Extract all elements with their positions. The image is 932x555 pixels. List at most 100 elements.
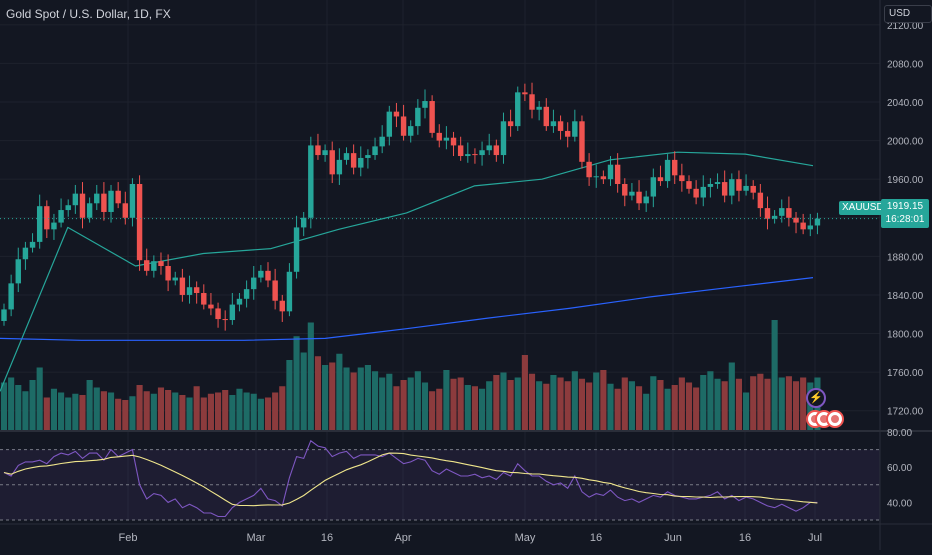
volume-bar	[65, 398, 71, 431]
candle-body	[736, 179, 741, 191]
volume-bar	[750, 376, 756, 430]
candle-body	[479, 150, 484, 155]
candle-body	[358, 158, 363, 168]
event-icon[interactable]	[826, 410, 844, 428]
candle-body	[180, 278, 185, 295]
price-tag: 1919.15 16:28:01	[881, 199, 929, 228]
volume-bar	[94, 388, 100, 431]
volume-bar	[365, 365, 371, 430]
volume-bar	[393, 386, 399, 430]
volume-bar	[44, 398, 50, 431]
volume-bar	[772, 320, 778, 430]
candle-body	[751, 186, 756, 193]
volume-bar	[179, 395, 185, 430]
candle-body	[665, 160, 670, 181]
candle-body	[729, 179, 734, 195]
volume-bar	[351, 373, 357, 431]
volume-bar	[443, 370, 449, 430]
price-axis-label: 1760.00	[887, 368, 924, 379]
candle-body	[58, 210, 63, 223]
volume-bar	[229, 395, 235, 430]
volume-bar	[429, 391, 435, 430]
candle-body	[458, 145, 463, 156]
volume-bar	[622, 378, 628, 431]
candle-body	[758, 193, 763, 208]
candle-body	[529, 94, 534, 109]
volume-bar	[379, 378, 385, 431]
candle-body	[315, 145, 320, 155]
volume-bar	[686, 383, 692, 431]
volume-bar	[186, 398, 192, 431]
volume-bar	[265, 398, 271, 431]
volume-bar	[458, 378, 464, 431]
candle-body	[165, 266, 170, 280]
volume-bar	[615, 389, 621, 430]
candle-body	[308, 145, 313, 217]
candle-body	[230, 305, 235, 320]
volume-bar	[543, 384, 549, 430]
volume-bar	[800, 378, 806, 431]
volume-bar	[58, 393, 64, 431]
candle-body	[215, 308, 220, 319]
volume-bar	[629, 381, 635, 430]
volume-bar	[636, 386, 642, 430]
price-axis-label: 1720.00	[887, 407, 924, 418]
candle-body	[365, 155, 370, 158]
volume-bar	[222, 390, 228, 430]
volume-bar	[793, 381, 799, 430]
candle-body	[101, 194, 106, 212]
candle-body	[679, 175, 684, 181]
candle-body	[636, 192, 641, 204]
candle-body	[208, 305, 213, 309]
candle-body	[23, 248, 28, 260]
candle-body	[108, 191, 113, 212]
candle-body	[658, 177, 663, 181]
rsi-axis-label: 40.00	[887, 498, 912, 509]
candle-body	[294, 227, 299, 271]
currency-selector[interactable]: USD	[884, 5, 932, 23]
volume-bar	[329, 363, 335, 431]
candle-body	[394, 112, 399, 117]
candle-body	[37, 206, 42, 242]
volume-bar	[757, 374, 763, 430]
volume-bar	[401, 380, 407, 430]
candle-body	[8, 283, 13, 309]
candle-body	[158, 261, 163, 266]
candle-body	[686, 181, 691, 189]
candle-body	[237, 299, 242, 305]
candle-body	[422, 101, 427, 108]
volume-bar	[436, 389, 442, 430]
volume-bar	[279, 386, 285, 430]
candle-body	[187, 287, 192, 295]
time-axis-label: Mar	[247, 532, 266, 544]
candle-body	[701, 187, 706, 198]
volume-bar	[386, 374, 392, 430]
candle-body	[643, 197, 648, 204]
candle-body	[486, 145, 491, 150]
candle-body	[472, 154, 477, 155]
candle-body	[330, 150, 335, 174]
volume-bar	[529, 374, 535, 430]
price-axis-label: 1800.00	[887, 330, 924, 341]
candle-body	[201, 293, 206, 305]
candle-body	[415, 108, 420, 126]
volume-bar	[550, 375, 556, 430]
volume-bar	[29, 380, 35, 430]
rsi-pane	[0, 441, 880, 520]
candle-body	[51, 223, 56, 230]
candle-body	[608, 165, 613, 179]
volume-bar	[657, 380, 663, 430]
candle-body	[693, 189, 698, 198]
volume-bar	[144, 391, 150, 430]
volume-bar	[72, 394, 78, 430]
volume-bar	[272, 393, 278, 431]
flash-icon[interactable]: ⚡	[806, 388, 826, 408]
candle-body	[66, 205, 71, 210]
volume-bar	[707, 371, 713, 430]
candle-body	[87, 203, 92, 217]
volume-bar	[115, 399, 121, 430]
candle-body	[280, 301, 285, 312]
candle-body	[765, 208, 770, 219]
